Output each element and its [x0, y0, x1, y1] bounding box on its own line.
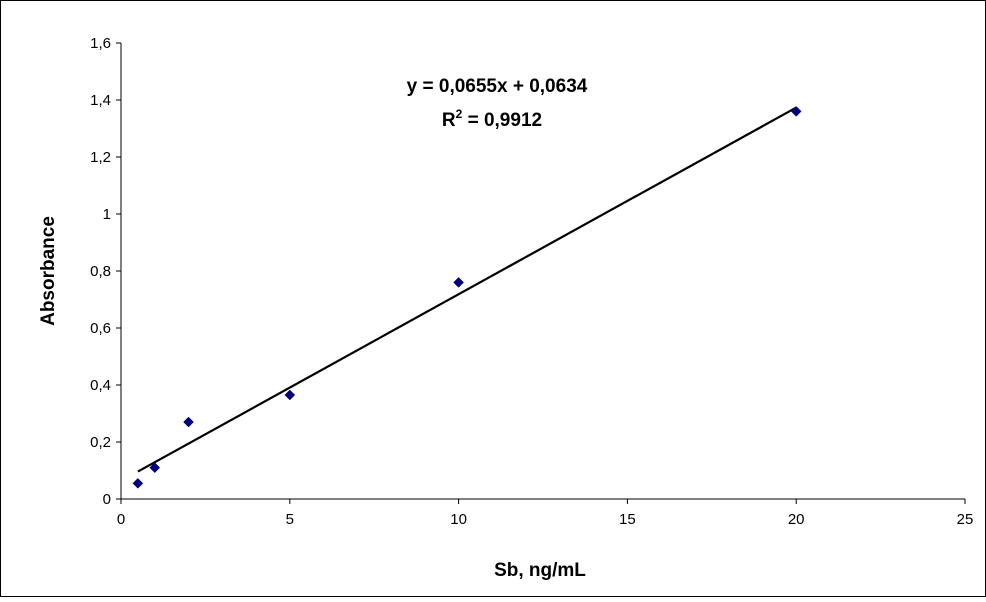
axes: 0 0,2 0,4 0,6 0,8 1 1,2 1,4 1,6 0 5 10 15 20 25	[90, 35, 973, 528]
y-tick-label: 1,6	[90, 35, 111, 52]
r-squared-label: R2 = 0,9912	[442, 107, 542, 131]
y-tick-label: 1,4	[90, 92, 111, 109]
x-tick-label: 25	[957, 511, 974, 528]
y-tick-label: 0,8	[90, 263, 111, 280]
data-point	[183, 416, 194, 428]
r-squared-value: = 0,9912	[462, 110, 542, 131]
x-tick-label: 15	[619, 511, 636, 528]
x-tick-label: 20	[788, 511, 805, 528]
data-points	[132, 106, 802, 489]
data-point	[132, 477, 144, 489]
x-tick-label: 0	[117, 511, 125, 528]
y-tick-label: 0,6	[90, 320, 111, 337]
y-axis-title: Absorbance	[38, 216, 59, 326]
trendline	[137, 106, 797, 473]
y-tick-label: 1,2	[90, 149, 111, 166]
y-tick-label: 0,2	[90, 434, 111, 451]
r-squared-superscript: 2	[456, 107, 463, 121]
data-point	[284, 389, 296, 401]
trendline-group	[137, 106, 797, 473]
y-tick-label: 0	[103, 491, 111, 508]
equation-label: y = 0,0655x + 0,0634	[407, 76, 588, 97]
r-squared-prefix: R	[442, 110, 456, 131]
data-point	[790, 106, 802, 117]
x-tick-label: 10	[450, 511, 467, 528]
data-point	[453, 277, 464, 288]
x-tick-label: 5	[286, 511, 294, 528]
x-axis-title: Sb, ng/mL	[494, 560, 586, 581]
data-point	[149, 462, 161, 474]
y-tick-label: 0,4	[90, 377, 111, 394]
y-tick-label: 1	[103, 206, 111, 223]
